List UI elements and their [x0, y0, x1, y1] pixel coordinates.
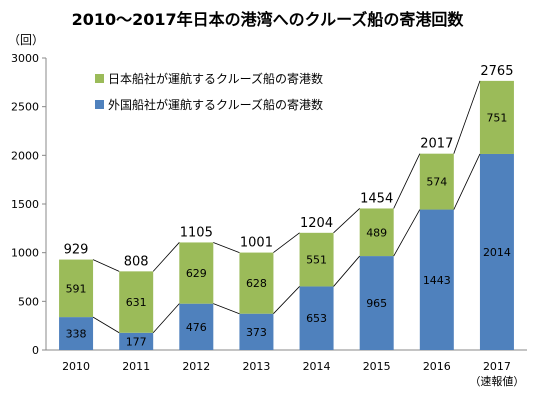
legend-swatch [95, 100, 104, 109]
bar-total-label: 1105 [180, 225, 213, 240]
bar-segment [299, 286, 334, 350]
y-axis-unit-label: （回） [8, 33, 44, 47]
connector-line [393, 153, 421, 209]
bar-segment [419, 209, 454, 350]
connector-line [152, 242, 180, 272]
segment-value-label: 373 [246, 326, 267, 339]
x-tick-note: （速報値） [469, 375, 524, 388]
connector-line [333, 255, 360, 287]
segment-value-label: 2014 [483, 246, 511, 259]
bar-segment [239, 313, 274, 350]
bar-total-label: 1454 [360, 191, 393, 206]
x-tick-label: 2014 [303, 360, 331, 373]
x-tick-label: 2011 [122, 360, 150, 373]
chart-title: 2010～2017年日本の港湾へのクルーズ船の寄港回数 [71, 10, 464, 29]
bar-total-label: 808 [124, 254, 149, 269]
data-labels: 338 591 177 631 476 629 373 628 653 551 965 489 1443… [64, 64, 514, 349]
connector-line [152, 303, 180, 334]
segment-value-label: 591 [66, 282, 87, 295]
bar-total-label: 1204 [300, 216, 333, 231]
axes: 0 500 1000 1500 2000 2500 3000 2010 2011 2012 2013… [11, 52, 527, 388]
segment-value-label: 629 [186, 267, 207, 280]
bar-segment [119, 271, 154, 333]
segment-value-label: 177 [126, 335, 147, 348]
bar-segment [119, 332, 154, 350]
y-tick-label: 0 [32, 344, 39, 357]
connector-line [92, 316, 120, 334]
segment-value-label: 476 [186, 321, 207, 334]
bar-segment [59, 259, 94, 318]
x-tick-label: 2012 [182, 360, 210, 373]
segment-value-label: 751 [486, 111, 507, 124]
bar-segment [359, 208, 394, 257]
connector-lines [92, 80, 481, 334]
x-tick-label: 2010 [62, 360, 90, 373]
connector-line [273, 232, 300, 253]
y-tick-label: 500 [18, 295, 39, 308]
legend-label: 外国船社が運航するクルーズ船の寄港数 [108, 97, 323, 112]
y-tick-label: 3000 [11, 52, 39, 65]
bar-segment [239, 252, 274, 314]
bar-total-label: 1001 [240, 236, 273, 251]
bar-segment [299, 232, 334, 287]
segment-value-label: 1443 [423, 274, 451, 287]
bar-segment [179, 242, 214, 304]
y-tick-label: 1000 [11, 247, 39, 260]
segment-value-label: 489 [366, 226, 387, 239]
x-tick-label: 2013 [242, 360, 270, 373]
segment-value-label: 628 [246, 277, 267, 290]
legend-label: 日本船社が運航するクルーズ船の寄港数 [108, 71, 323, 86]
connector-line [92, 259, 120, 272]
bar-segment [179, 303, 214, 350]
bar-segment [419, 153, 454, 210]
connector-line [393, 209, 421, 257]
bars [59, 80, 514, 350]
bar-segment [479, 153, 514, 350]
bar-segment [479, 80, 514, 154]
bar-total-label: 2017 [420, 137, 453, 152]
bar-segment [59, 317, 94, 350]
connector-line [213, 303, 240, 315]
x-tick-label: 2015 [363, 360, 391, 373]
segment-value-label: 631 [126, 296, 147, 309]
y-tick-label: 1500 [11, 198, 39, 211]
y-tick-label: 2500 [11, 101, 39, 114]
segment-value-label: 551 [306, 254, 327, 267]
segment-value-label: 653 [306, 312, 327, 325]
connector-line [453, 80, 481, 154]
segment-value-label: 965 [366, 297, 387, 310]
connector-line [273, 286, 300, 314]
segment-value-label: 338 [66, 328, 87, 341]
bar-total-label: 2765 [480, 64, 513, 79]
bar-segment [359, 256, 394, 350]
x-tick-label: 2017 [483, 360, 511, 373]
segment-value-label: 574 [426, 176, 447, 189]
x-tick-label: 2016 [423, 360, 451, 373]
bar-total-label: 929 [64, 243, 89, 258]
connector-line [333, 208, 360, 234]
legend-swatch [95, 74, 104, 83]
connector-line [213, 242, 240, 253]
y-tick-label: 2000 [11, 149, 39, 162]
connector-line [453, 153, 481, 210]
